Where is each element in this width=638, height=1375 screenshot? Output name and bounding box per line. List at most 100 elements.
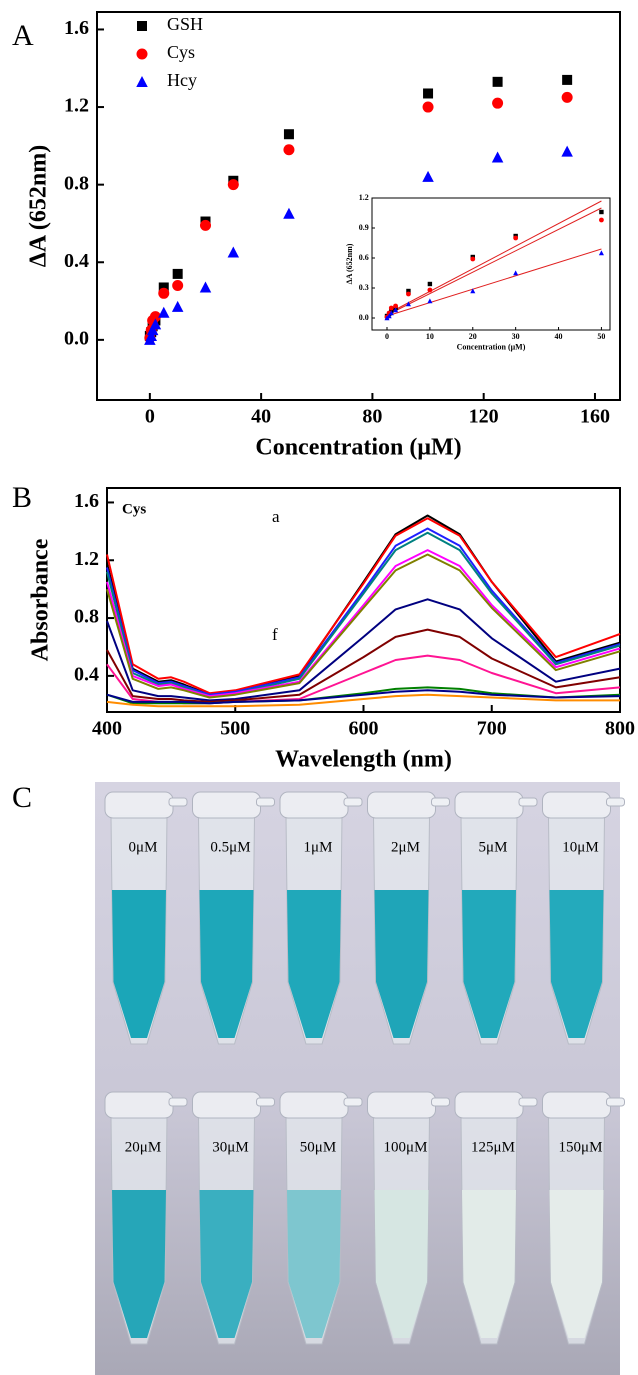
tube-label: 2μM [391,839,420,855]
tube-cap [279,1091,349,1119]
tube-label: 20μM [125,1139,161,1155]
plot-frame [371,197,611,331]
data-point [145,329,157,341]
data-point [158,282,169,293]
data-point [171,300,184,312]
data-point [406,288,411,294]
data-point [422,170,434,182]
data-point [199,219,211,231]
plot-frame [106,487,621,713]
y-tick-label: 0.0 [64,327,89,349]
data-point [561,145,573,157]
tube-label: 30μM [212,1139,248,1155]
tube-liquid [549,1190,604,1338]
data-point [393,303,399,309]
data-point [423,88,434,99]
tube-liquid [112,1190,166,1338]
tube-flap [518,797,538,807]
tube-flap [256,1097,275,1107]
tube-label: 150μM [559,1139,603,1155]
y-axis-title: Absorbance [28,538,54,661]
fit-line [386,207,602,316]
y-tick-label: 0.6 [359,253,369,262]
data-point [492,97,504,109]
data-point [405,301,411,307]
y-tick-label: 0.4 [64,250,89,272]
data-point [599,209,604,215]
data-point [149,311,161,323]
y-tick-label: 0.8 [64,172,89,194]
x-tick-label: 20 [469,332,477,341]
panel-label: C [12,781,32,814]
tube-label: 100μM [384,1139,428,1155]
tube-liquid [199,1190,254,1338]
spectrum-line [106,598,621,702]
tube-liquid [462,890,516,1038]
tube-label: 1μM [304,839,333,855]
x-tick-label: 120 [469,406,499,428]
legend-marker [136,76,148,87]
x-tick-label: 160 [580,406,610,428]
y-tick-label: 1.2 [74,548,99,570]
data-point [146,324,159,336]
x-tick-label: 40 [555,332,563,341]
data-point [427,281,433,287]
data-point [158,287,170,299]
x-tick-label: 800 [605,718,635,740]
spectrum-line [106,689,621,705]
panel-label: A [12,19,34,52]
legend-label: Hcy [167,70,197,90]
tube-liquid [462,1190,516,1338]
data-point [283,144,295,156]
data-point [283,207,295,219]
y-tick-label: 0.0 [359,313,369,322]
y-tick-label: 0.8 [74,606,99,628]
tube-flap [343,797,363,807]
data-point [427,287,433,293]
tube-flap [431,1097,450,1107]
data-point [172,268,183,279]
panel-label: B [12,481,32,514]
tube-label: 10μM [562,839,598,855]
y-tick-label: 1.2 [359,193,369,202]
tube-label: 50μM [300,1139,336,1155]
x-tick-label: 700 [477,718,507,740]
data-point [598,250,604,256]
data-point [491,151,504,163]
legend-label: Cys [167,42,195,62]
tube-label: 0.5μM [210,839,250,855]
legend-marker [137,21,147,31]
tube-cap [454,791,524,819]
spectrum-line [106,693,620,708]
tube-cap [367,791,436,819]
x-tick-label: 500 [220,718,250,740]
data-point [513,235,519,241]
data-point [561,91,573,103]
tube-liquid [374,1190,429,1338]
tube-flap [168,797,188,807]
x-tick-label: 0 [385,332,389,341]
data-point [199,281,212,293]
tube-label: 5μM [479,839,508,855]
tube-liquid [287,1190,341,1338]
annotation: a [272,507,280,526]
tube-cap [192,1091,261,1119]
data-point [149,318,162,330]
y-tick-label: 0.9 [359,223,369,232]
tube-cap [104,1091,174,1119]
tube-label: 125μM [471,1139,515,1155]
y-axis-title: ΔA (652nm) [26,145,52,267]
y-tick-label: 0.4 [74,663,99,685]
tube-cap [542,791,611,819]
data-point [227,179,239,191]
fit-line [386,200,602,315]
tube-liquid [287,890,341,1038]
y-tick-label: 1.6 [64,17,89,39]
x-tick-label: 400 [92,718,122,740]
tube-cap [192,791,261,819]
tube-liquid [112,890,166,1038]
legend-label: GSH [167,14,203,34]
tube-cap [367,1091,436,1119]
annotation: f [272,625,278,644]
